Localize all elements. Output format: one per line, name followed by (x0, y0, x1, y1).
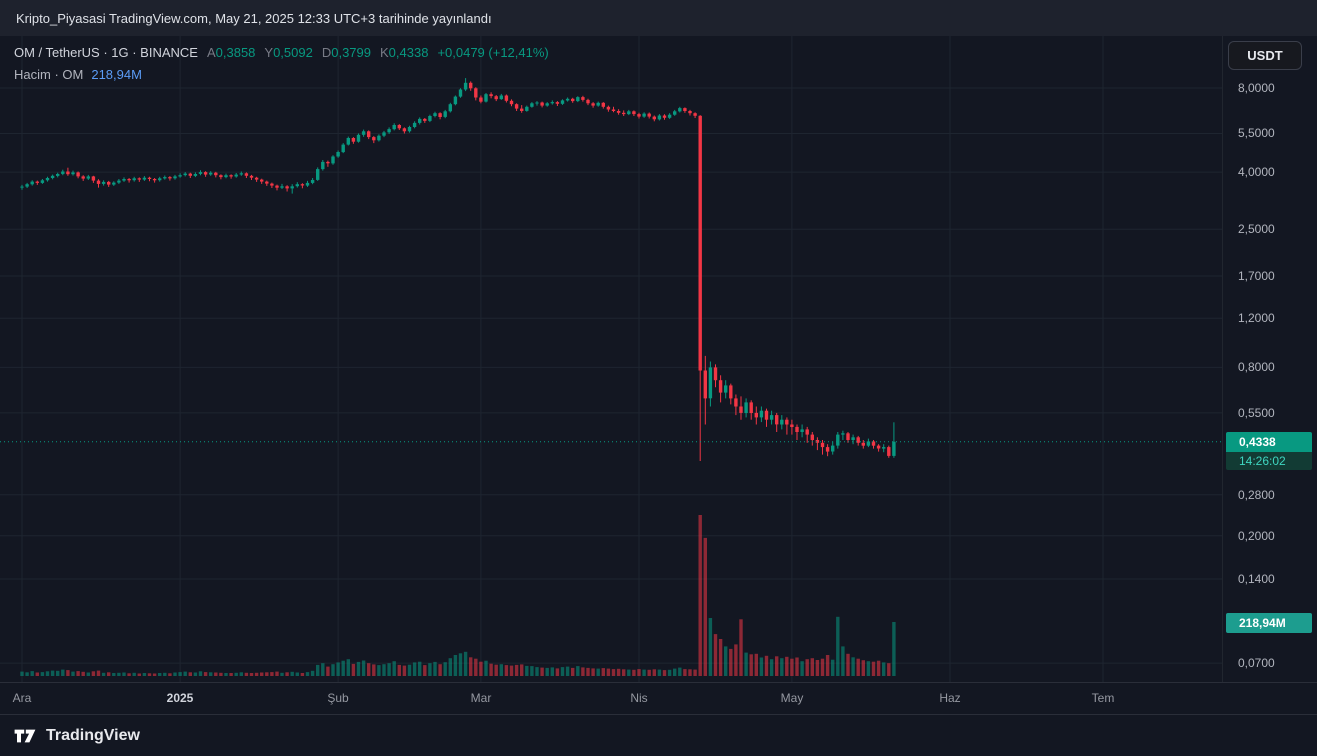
currency-toggle-button[interactable]: USDT (1228, 41, 1302, 70)
price-tick: 1,2000 (1238, 311, 1275, 325)
chart-region: OM / TetherUS · 1G · BINANCE A0,3858 Y0,… (0, 36, 1317, 682)
price-tick: 1,7000 (1238, 269, 1275, 283)
ohlc-low: D0,3799 (321, 45, 371, 60)
chart-pane[interactable]: OM / TetherUS · 1G · BINANCE A0,3858 Y0,… (0, 36, 1222, 682)
ohlc-open: A0,3858 (206, 45, 256, 60)
price-scale[interactable]: USDT 0,4338 14:26:02 218,94M 8,0000 5,500… (1222, 36, 1317, 682)
price-tick: 0,5500 (1238, 406, 1275, 420)
volume-badge: 218,94M (1226, 613, 1312, 633)
volume-value: 218,94M (91, 67, 142, 82)
price-tick: 0,2800 (1238, 488, 1275, 502)
published-bar: Kripto_Piyasasi TradingView.com, May 21,… (0, 0, 1317, 36)
legend-symbol-row: OM / TetherUS · 1G · BINANCE A0,3858 Y0,… (14, 44, 549, 62)
price-tick: 8,0000 (1238, 81, 1275, 95)
time-label: Şub (327, 691, 349, 705)
time-label: May (780, 691, 804, 705)
price-tick: 2,5000 (1238, 222, 1275, 236)
last-price-badge: 0,4338 (1226, 432, 1312, 452)
ohlc-close: K0,4338 (380, 45, 429, 60)
price-tick: 5,5000 (1238, 126, 1275, 140)
brand-name[interactable]: TradingView (46, 726, 140, 744)
legend-volume-row: Hacim · OM 218,94M (14, 66, 549, 84)
change-value: +0,0479 (+12,41%) (437, 45, 549, 60)
price-tick: 0,2000 (1238, 529, 1275, 543)
time-label: Haz (939, 691, 961, 705)
symbol-title[interactable]: OM / TetherUS · 1G · BINANCE (14, 45, 198, 60)
published-text: Kripto_Piyasasi TradingView.com, May 21,… (16, 10, 492, 26)
time-scale[interactable]: Ara 2025 Şub Mar Nis May Haz Tem (0, 682, 1317, 714)
candlestick-chart[interactable] (0, 36, 1222, 682)
time-label: Tem (1091, 691, 1115, 705)
time-label: Ara (12, 691, 32, 705)
chart-legend: OM / TetherUS · 1G · BINANCE A0,3858 Y0,… (14, 44, 549, 84)
volume-title[interactable]: Hacim · OM (14, 67, 84, 82)
time-label: Mar (470, 691, 492, 705)
price-tick: 0,0700 (1238, 656, 1275, 670)
price-tick: 0,1400 (1238, 572, 1275, 586)
price-tick: 4,0000 (1238, 165, 1275, 179)
bar-countdown: 14:26:02 (1226, 452, 1312, 470)
footer-bar: TradingView (0, 714, 1317, 756)
time-label: Nis (630, 691, 648, 705)
time-label: 2025 (166, 691, 194, 705)
tradingview-logo-icon[interactable] (13, 725, 37, 747)
ohlc-high: Y0,5092 (264, 45, 313, 60)
price-tick: 0,8000 (1238, 360, 1275, 374)
